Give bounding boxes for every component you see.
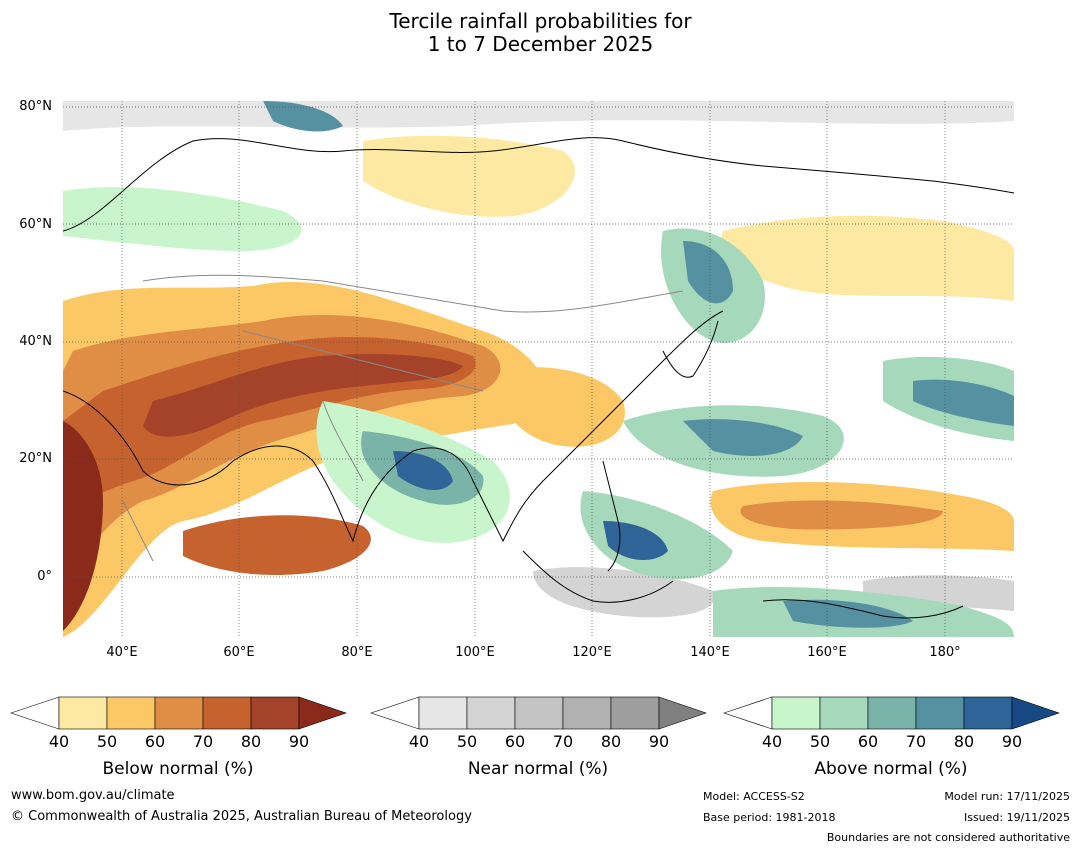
base-period-text: Base period: 1981-2018 bbox=[703, 811, 836, 824]
lon-label-60e: 60°E bbox=[223, 645, 255, 660]
near-swatch-3 bbox=[514, 696, 564, 730]
lat-label-20n: 20°N bbox=[19, 451, 52, 466]
above-tick-50: 50 bbox=[809, 732, 831, 751]
colorbar-above-normal bbox=[723, 696, 1060, 730]
below-swatch-3 bbox=[154, 696, 204, 730]
near-tick-60: 60 bbox=[504, 732, 526, 751]
near-swatch-extend-high bbox=[658, 696, 707, 730]
lat-label-0: 0° bbox=[37, 569, 52, 584]
above-normal-label: Above normal (%) bbox=[814, 759, 968, 779]
copyright-text: © Commonwealth of Australia 2025, Austra… bbox=[11, 809, 472, 824]
lon-label-80e: 80°E bbox=[341, 645, 373, 660]
near-swatch-2 bbox=[466, 696, 516, 730]
model-run-text: Model run: 17/11/2025 bbox=[944, 790, 1070, 803]
lon-label-100e: 100°E bbox=[455, 645, 495, 660]
gridlines bbox=[63, 101, 1014, 637]
below-tick-80: 80 bbox=[240, 732, 262, 751]
above-swatch-extend-low bbox=[723, 696, 773, 730]
lat-label-40n: 40°N bbox=[19, 334, 52, 349]
above-tick-80: 80 bbox=[953, 732, 975, 751]
below-normal-regions bbox=[63, 135, 1014, 637]
below-swatch-2 bbox=[106, 696, 156, 730]
below-swatch-5 bbox=[250, 696, 300, 730]
above-tick-90: 90 bbox=[1001, 732, 1023, 751]
lon-label-140e: 140°E bbox=[690, 645, 730, 660]
below-tick-70: 70 bbox=[192, 732, 214, 751]
above-swatch-2 bbox=[819, 696, 869, 730]
above-tick-70: 70 bbox=[905, 732, 927, 751]
below-swatch-extend-low bbox=[10, 696, 60, 730]
above-swatch-4 bbox=[915, 696, 965, 730]
lon-label-160e: 160°E bbox=[807, 645, 847, 660]
near-swatch-1 bbox=[418, 696, 468, 730]
above-swatch-extend-high bbox=[1011, 696, 1060, 730]
near-swatch-extend-low bbox=[370, 696, 420, 730]
lat-label-60n: 60°N bbox=[19, 217, 52, 232]
map-title-line1: Tercile rainfall probabilities for bbox=[389, 9, 692, 33]
bom-url-link[interactable]: www.bom.gov.au/climate bbox=[11, 788, 175, 803]
colorbar-below-normal bbox=[10, 696, 347, 730]
below-swatch-extend-high bbox=[298, 696, 347, 730]
colorbar-near-svg bbox=[370, 696, 707, 730]
near-swatch-5 bbox=[610, 696, 660, 730]
colorbar-below-svg bbox=[10, 696, 347, 730]
above-tick-40: 40 bbox=[761, 732, 783, 751]
issued-text: Issued: 19/11/2025 bbox=[963, 811, 1070, 824]
model-text: Model: ACCESS-S2 bbox=[703, 790, 805, 803]
colorbar-above-svg bbox=[723, 696, 1060, 730]
above-tick-60: 60 bbox=[857, 732, 879, 751]
below-tick-50: 50 bbox=[96, 732, 118, 751]
near-normal-label: Near normal (%) bbox=[467, 759, 609, 779]
near-tick-70: 70 bbox=[552, 732, 574, 751]
lon-label-120e: 120°E bbox=[572, 645, 612, 660]
near-tick-50: 50 bbox=[456, 732, 478, 751]
lon-label-180: 180° bbox=[929, 645, 961, 660]
below-swatch-1 bbox=[58, 696, 108, 730]
below-tick-60: 60 bbox=[144, 732, 166, 751]
above-swatch-5 bbox=[963, 696, 1013, 730]
below-normal-label: Below normal (%) bbox=[102, 759, 254, 779]
lat-label-80n: 80°N bbox=[19, 99, 52, 114]
map-title-line2: 1 to 7 December 2025 bbox=[427, 32, 654, 56]
map-canvas bbox=[63, 101, 1014, 637]
country-borders bbox=[122, 274, 684, 562]
near-tick-80: 80 bbox=[600, 732, 622, 751]
near-tick-90: 90 bbox=[648, 732, 670, 751]
colorbar-near-normal bbox=[370, 696, 707, 730]
above-swatch-1 bbox=[771, 696, 821, 730]
below-swatch-4 bbox=[202, 696, 252, 730]
rainfall-probability-map bbox=[63, 101, 1014, 637]
coastlines bbox=[63, 137, 1014, 619]
disclaimer-text: Boundaries are not considered authoritat… bbox=[826, 831, 1070, 844]
below-tick-90: 90 bbox=[288, 732, 310, 751]
lon-label-40e: 40°E bbox=[106, 645, 138, 660]
near-swatch-4 bbox=[562, 696, 612, 730]
above-swatch-3 bbox=[867, 696, 917, 730]
below-tick-40: 40 bbox=[48, 732, 70, 751]
near-tick-40: 40 bbox=[408, 732, 430, 751]
